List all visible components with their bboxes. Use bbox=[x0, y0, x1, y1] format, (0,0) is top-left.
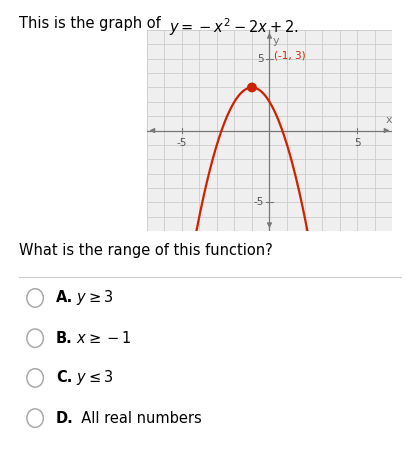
Text: -5: -5 bbox=[254, 197, 264, 207]
Text: (-1, 3): (-1, 3) bbox=[274, 50, 306, 60]
Text: $y\geq3$: $y\geq3$ bbox=[72, 288, 114, 308]
Text: 5: 5 bbox=[354, 139, 361, 148]
Text: $x\geq-1$: $x\geq-1$ bbox=[72, 330, 131, 346]
Text: $y = -x^2 - 2x + 2.$: $y = -x^2 - 2x + 2.$ bbox=[169, 16, 299, 38]
Text: B.: B. bbox=[56, 331, 73, 346]
Text: -5: -5 bbox=[176, 139, 187, 148]
Text: All real numbers: All real numbers bbox=[72, 411, 202, 426]
Text: What is the range of this function?: What is the range of this function? bbox=[19, 243, 272, 257]
Text: A.: A. bbox=[56, 291, 73, 305]
Text: C.: C. bbox=[56, 371, 72, 385]
Text: y: y bbox=[273, 36, 280, 46]
Text: $y\leq3$: $y\leq3$ bbox=[72, 368, 114, 388]
Text: D.: D. bbox=[56, 411, 74, 426]
Text: This is the graph of: This is the graph of bbox=[19, 16, 165, 31]
Text: x: x bbox=[385, 115, 392, 125]
Point bbox=[249, 84, 255, 91]
Text: 5: 5 bbox=[258, 54, 264, 64]
